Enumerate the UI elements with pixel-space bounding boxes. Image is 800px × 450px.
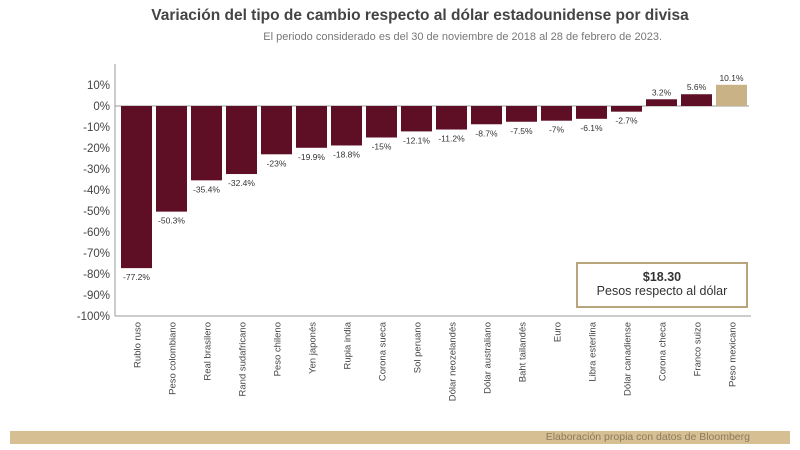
bar [681,94,712,106]
x-tick-label: Peso chileno [273,322,284,376]
bar [331,106,362,146]
data-label: -8.7% [475,128,498,138]
x-tick-label: Rupia india [343,321,354,369]
x-tick-label: Peso mexicano [728,322,739,387]
chart-subtitle: El periodo considerado es del 30 de novi… [263,31,662,43]
footer-band [10,431,790,444]
data-label: -50.3% [158,216,185,226]
data-label: -19.9% [298,152,325,162]
bar [646,99,677,106]
x-tick-label: Dólar canadiense [623,322,634,396]
bar [366,106,397,138]
y-tick-label: -90% [83,290,110,302]
data-label: 5.6% [687,82,707,92]
y-tick-label: -50% [83,206,110,218]
x-tick-label: Rublo ruso [133,322,144,368]
y-tick-label: -80% [83,269,110,281]
y-tick-label: -20% [83,143,110,155]
x-tick-label: Sol peruano [413,322,424,373]
x-tick-label: Corona sueca [378,321,389,381]
bar [471,106,502,125]
x-tick-label: Dólar australiano [483,322,494,394]
y-tick-label: 0% [93,101,110,113]
y-tick-label: -70% [83,248,110,260]
bar [191,106,222,181]
data-label: -12.1% [403,135,430,145]
bar [716,84,747,106]
bar [436,106,467,130]
callout-label: Pesos respecto al dólar [596,284,728,298]
data-label: -11.2% [438,134,465,144]
y-tick-label: 10% [87,80,110,92]
x-tick-label: Peso colombiano [168,322,179,395]
y-tick-label: -60% [83,227,110,239]
bar [121,106,152,269]
x-tick-label: Yen japonés [308,322,319,374]
bar [611,106,642,112]
bar [156,106,187,212]
y-tick-label: -10% [83,122,110,134]
x-tick-label: Dólar neozelandés [448,322,459,401]
x-tick-label: Real brasilero [203,322,214,381]
data-label: -6.1% [580,123,603,133]
callout-value: $18.30 [642,270,682,284]
data-label: -2.7% [615,116,638,126]
source-note: Elaboración propia con datos de Bloomber… [545,431,750,443]
bar [506,106,537,122]
bar [226,106,257,175]
data-label: 3.2% [652,87,672,97]
x-tick-label: Franco suizo [693,322,704,376]
x-tick-label: Corona checa [658,321,669,381]
data-label: -23% [267,158,287,168]
x-tick-label: Euro [553,322,564,342]
chart-title: Variación del tipo de cambio respecto al… [151,7,689,24]
callout-box: $18.30 Pesos respecto al dólar [576,262,748,308]
data-label: -77.2% [123,272,150,282]
y-tick-label: -40% [83,185,110,197]
bar [261,106,292,155]
data-label: -32.4% [228,178,255,188]
data-label: -35.4% [193,184,220,194]
x-tick-label: Libra esterlina [588,321,599,381]
y-tick-label: -100% [77,311,110,323]
x-tick-label: Baht tailandés [518,322,529,382]
data-label: -18.8% [333,149,360,159]
bar [401,106,432,132]
x-tick-label: Rand sudafricano [238,322,249,396]
data-label: -15% [372,142,392,152]
y-tick-label: -30% [83,164,110,176]
bar [541,106,572,121]
data-label: -7.5% [510,126,533,136]
data-label: -7% [549,125,565,135]
data-label: 10.1% [719,73,744,83]
bar [576,106,607,119]
bar [296,106,327,148]
